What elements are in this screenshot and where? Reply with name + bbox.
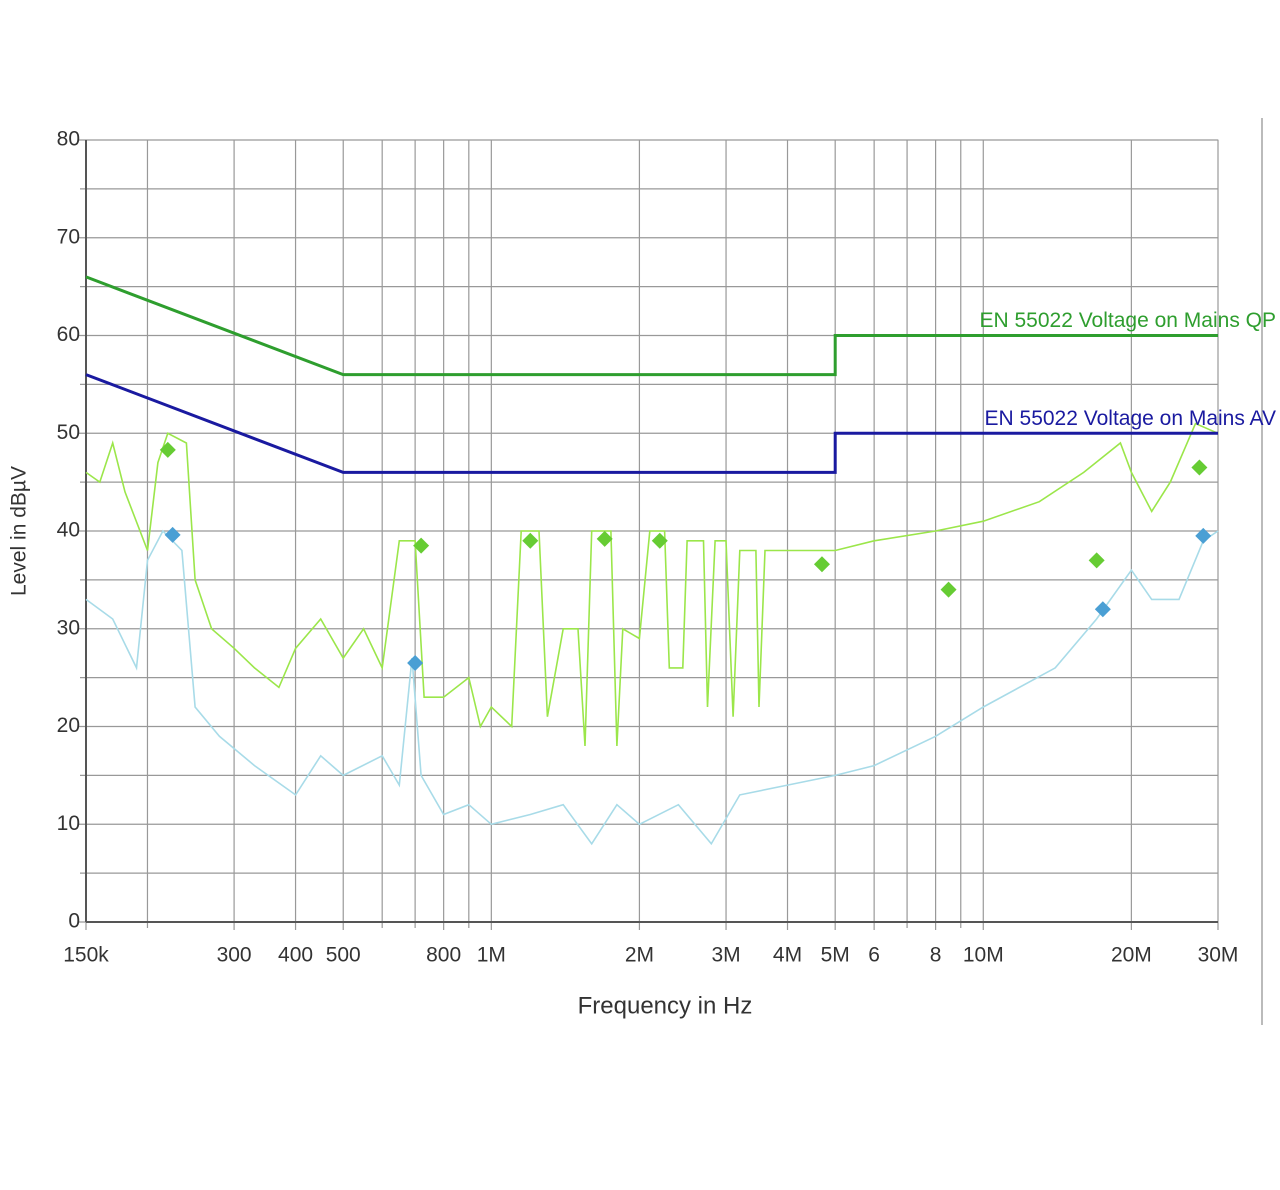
x-tick-label: 5M	[821, 944, 850, 967]
peak-marker	[596, 530, 613, 547]
x-tick-label: 8	[930, 944, 942, 967]
peak-marker	[813, 556, 830, 573]
x-tick-label: 400	[278, 944, 313, 967]
peak-marker	[407, 654, 424, 671]
limit-label: EN 55022 Voltage on Mains AV	[985, 407, 1276, 430]
peak-marker	[164, 526, 181, 543]
peak-marker	[1191, 459, 1208, 476]
x-tick-label: 1M	[477, 944, 506, 967]
trace	[85, 373, 1218, 474]
trace	[85, 275, 1218, 377]
x-tick-label: 500	[326, 944, 361, 967]
peak-marker	[1094, 601, 1111, 618]
y-tick-label: 60	[57, 323, 80, 346]
x-tick-label: 6	[868, 944, 880, 967]
x-tick-label: 20M	[1111, 944, 1152, 967]
peak-marker	[1088, 552, 1105, 569]
peak-marker	[522, 532, 539, 549]
x-tick-label: 3M	[711, 944, 740, 967]
x-tick-label: 150k	[63, 944, 109, 967]
x-tick-label: 10M	[963, 944, 1004, 967]
y-tick-label: 10	[57, 812, 80, 835]
x-tick-label: 30M	[1198, 944, 1239, 967]
y-tick-label: 80	[57, 128, 80, 151]
x-tick-label: 800	[426, 944, 461, 967]
peak-marker	[159, 441, 176, 458]
y-tick-label: 30	[57, 616, 80, 639]
limit-label: EN 55022 Voltage on Mains QP	[979, 309, 1276, 332]
y-tick-label: 0	[68, 910, 80, 933]
peak-marker	[651, 532, 668, 549]
trace	[85, 422, 1219, 747]
x-tick-label: 300	[217, 944, 252, 967]
peak-marker	[940, 581, 957, 598]
y-tick-label: 40	[57, 519, 80, 542]
y-tick-label: 70	[57, 225, 80, 248]
x-tick-label: 4M	[773, 944, 802, 967]
peak-marker	[413, 537, 430, 554]
peak-marker	[1195, 527, 1212, 544]
trace	[85, 529, 1219, 846]
y-tick-label: 20	[57, 714, 80, 737]
x-tick-label: 2M	[625, 944, 654, 967]
y-tick-label: 50	[57, 421, 80, 444]
y-axis-label: Level in dBµV	[8, 466, 31, 596]
x-axis-label: Frequency in Hz	[578, 992, 753, 1019]
